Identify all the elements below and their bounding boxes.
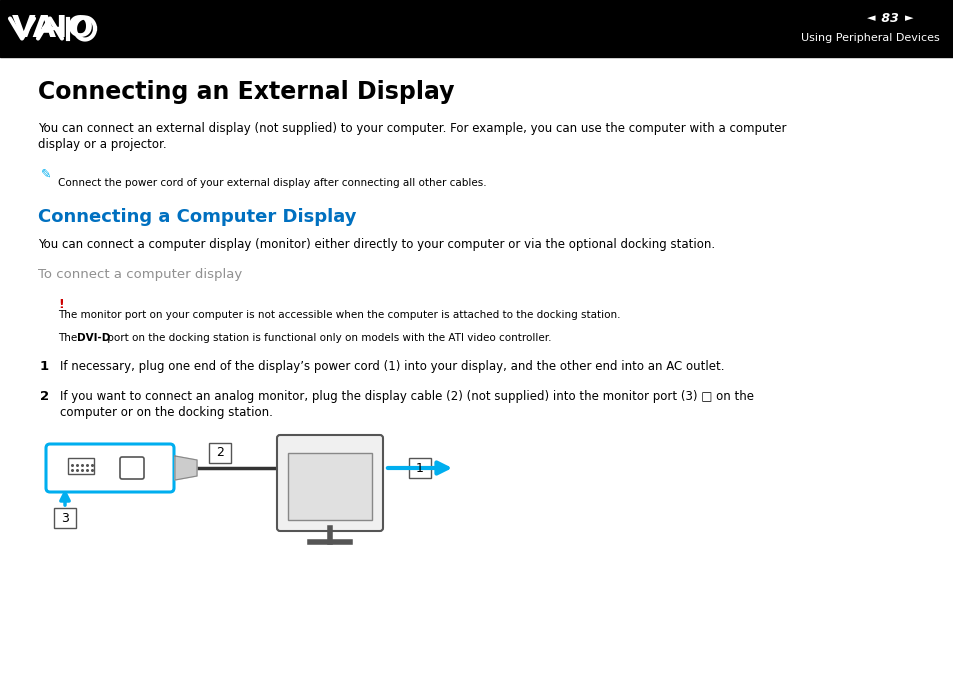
Text: If necessary, plug one end of the display’s power cord (1) into your display, an: If necessary, plug one end of the displa…: [60, 360, 723, 373]
Polygon shape: [174, 456, 196, 480]
Text: ◄: ◄: [865, 13, 874, 23]
Bar: [68, 458, 94, 474]
Text: computer or on the docking station.: computer or on the docking station.: [60, 406, 273, 419]
FancyBboxPatch shape: [276, 435, 382, 531]
Text: !: !: [58, 298, 64, 311]
Text: DVI-D: DVI-D: [77, 333, 111, 343]
Text: ►: ►: [904, 13, 913, 23]
Text: 1: 1: [40, 360, 49, 373]
Text: If you want to connect an analog monitor, plug the display cable (2) (not suppli: If you want to connect an analog monitor…: [60, 390, 753, 403]
FancyBboxPatch shape: [54, 508, 76, 528]
Text: Connecting an External Display: Connecting an External Display: [38, 80, 454, 104]
FancyBboxPatch shape: [46, 444, 173, 492]
Text: You can connect an external display (not supplied) to your computer. For example: You can connect an external display (not…: [38, 122, 785, 135]
Text: 83: 83: [876, 11, 902, 24]
Text: 3: 3: [61, 512, 69, 524]
Text: display or a projector.: display or a projector.: [38, 138, 167, 151]
Text: The monitor port on your computer is not accessible when the computer is attache: The monitor port on your computer is not…: [58, 310, 619, 320]
Text: 1: 1: [416, 462, 423, 474]
Text: ✎: ✎: [41, 168, 51, 181]
Text: Connecting a Computer Display: Connecting a Computer Display: [38, 208, 356, 226]
Text: VAIO: VAIO: [12, 14, 94, 43]
Text: Using Peripheral Devices: Using Peripheral Devices: [801, 33, 939, 43]
Text: You can connect a computer display (monitor) either directly to your computer or: You can connect a computer display (moni…: [38, 238, 715, 251]
Text: port on the docking station is functional only on models with the ATI video cont: port on the docking station is functiona…: [104, 333, 551, 343]
Bar: [288, 453, 372, 520]
Text: The: The: [58, 333, 80, 343]
Text: 2: 2: [40, 390, 49, 403]
Text: Connect the power cord of your external display after connecting all other cable: Connect the power cord of your external …: [58, 178, 486, 188]
FancyBboxPatch shape: [409, 458, 431, 478]
FancyBboxPatch shape: [209, 443, 231, 463]
Bar: [0, 0, 953, 57]
Text: To connect a computer display: To connect a computer display: [38, 268, 242, 281]
Text: 2: 2: [215, 446, 224, 460]
